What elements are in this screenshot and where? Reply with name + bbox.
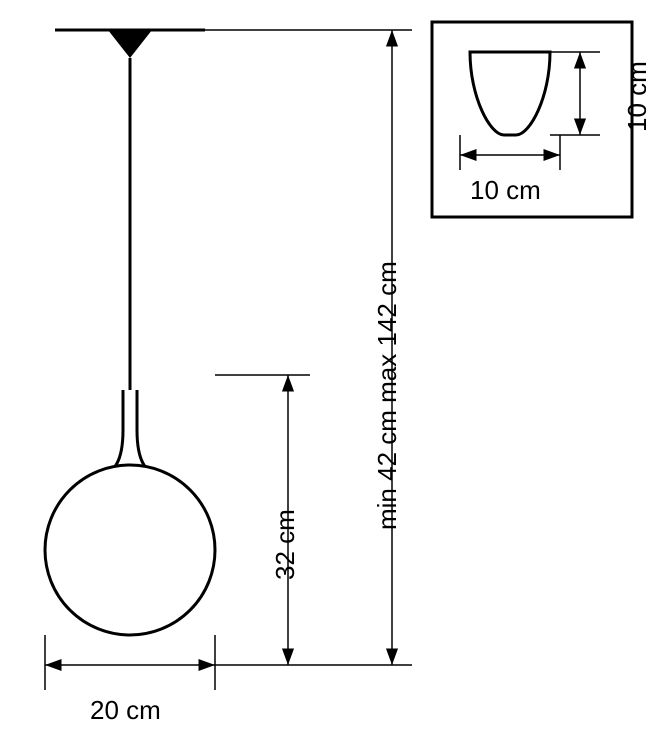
diagram-svg (0, 0, 646, 737)
width-label: 20 cm (90, 695, 161, 726)
diagram-canvas: 20 cm 32 cm min 42 cm max 142 cm 10 cm 1… (0, 0, 646, 737)
lamp-height-label: 32 cm (270, 509, 301, 580)
inset-height-label: 10 cm (622, 61, 646, 132)
inset-width-label: 10 cm (470, 175, 541, 206)
total-height-label: min 42 cm max 142 cm (372, 261, 403, 530)
